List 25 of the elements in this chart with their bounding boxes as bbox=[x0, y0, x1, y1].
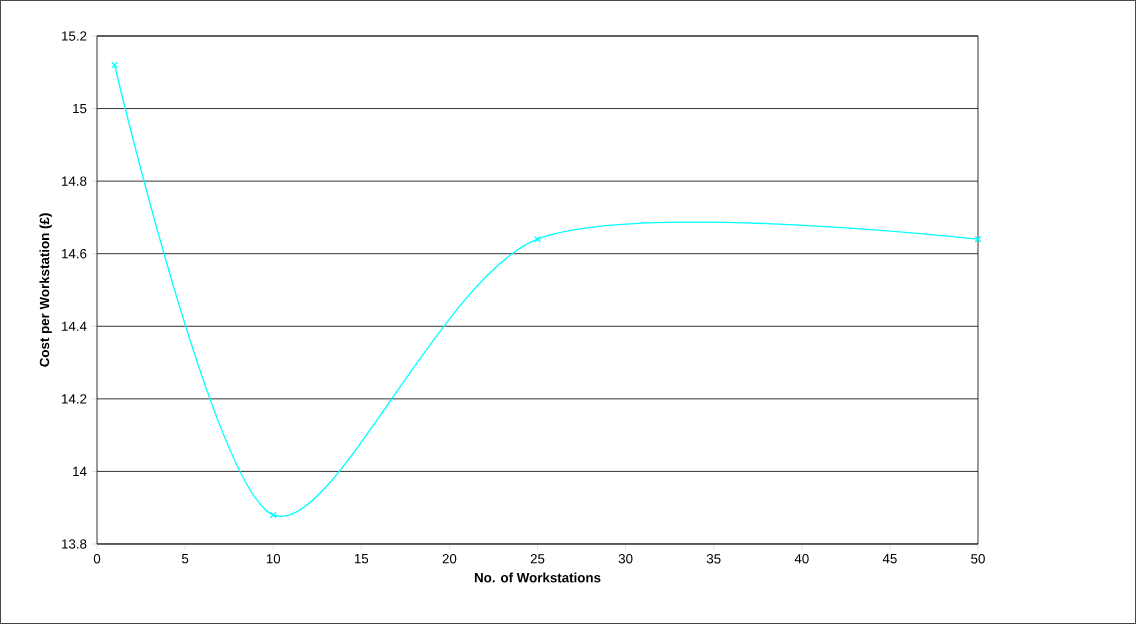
y-tick-label: 14 bbox=[73, 466, 87, 476]
x-tick-label: 30 bbox=[618, 554, 633, 564]
point bbox=[111, 61, 119, 69]
x-tick-label: 5 bbox=[181, 554, 189, 564]
y-axis-title: Cost per Workstation (£) bbox=[39, 213, 52, 367]
x-axis-title: No. of Workstations bbox=[474, 572, 601, 583]
x-tick-label: 0 bbox=[93, 554, 101, 564]
y-tick-label: 14.6 bbox=[62, 248, 87, 259]
x-tick-label: 25 bbox=[530, 554, 545, 564]
x-tick-label: 45 bbox=[882, 554, 897, 564]
point bbox=[269, 511, 277, 519]
x-tick-label: 15 bbox=[354, 554, 369, 564]
y-tick-label: 14.4 bbox=[62, 321, 87, 331]
x-tick-label: 20 bbox=[442, 554, 457, 564]
y-tick-label: 14.2 bbox=[62, 394, 87, 404]
y-tick-label: 14.8 bbox=[62, 176, 87, 186]
y-tick-label: 15.2 bbox=[62, 31, 87, 41]
x-tick-label: 10 bbox=[266, 554, 281, 564]
x-tick-label: 50 bbox=[971, 554, 985, 564]
point bbox=[534, 235, 541, 243]
y-tick-label: 13.8 bbox=[62, 539, 87, 549]
point bbox=[974, 235, 982, 243]
x-tick-label: 35 bbox=[706, 554, 721, 564]
x-tick-label: 40 bbox=[794, 554, 809, 564]
y-tick-label: 15 bbox=[73, 103, 87, 114]
